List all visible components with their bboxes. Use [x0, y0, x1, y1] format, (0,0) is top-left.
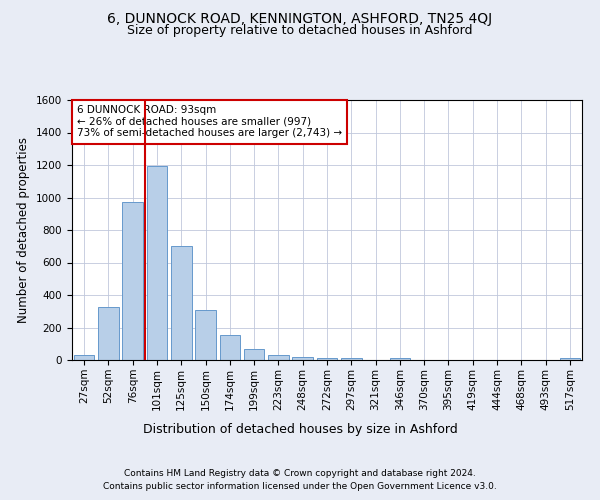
Bar [292, 357, 313, 360]
Bar [341, 358, 362, 360]
Bar [268, 356, 289, 360]
Text: Distribution of detached houses by size in Ashford: Distribution of detached houses by size … [143, 422, 457, 436]
Bar [122, 202, 143, 360]
Bar [220, 335, 240, 360]
Text: 6, DUNNOCK ROAD, KENNINGTON, ASHFORD, TN25 4QJ: 6, DUNNOCK ROAD, KENNINGTON, ASHFORD, TN… [107, 12, 493, 26]
Bar [98, 307, 119, 360]
Text: Contains public sector information licensed under the Open Government Licence v3: Contains public sector information licen… [103, 482, 497, 491]
Bar [244, 348, 265, 360]
Bar [146, 166, 167, 360]
Text: Size of property relative to detached houses in Ashford: Size of property relative to detached ho… [127, 24, 473, 37]
Text: Contains HM Land Registry data © Crown copyright and database right 2024.: Contains HM Land Registry data © Crown c… [124, 468, 476, 477]
Bar [74, 355, 94, 360]
Bar [317, 358, 337, 360]
Bar [389, 358, 410, 360]
Bar [171, 246, 191, 360]
Text: 6 DUNNOCK ROAD: 93sqm
← 26% of detached houses are smaller (997)
73% of semi-det: 6 DUNNOCK ROAD: 93sqm ← 26% of detached … [77, 105, 342, 138]
Y-axis label: Number of detached properties: Number of detached properties [17, 137, 31, 323]
Bar [195, 310, 216, 360]
Bar [560, 358, 580, 360]
